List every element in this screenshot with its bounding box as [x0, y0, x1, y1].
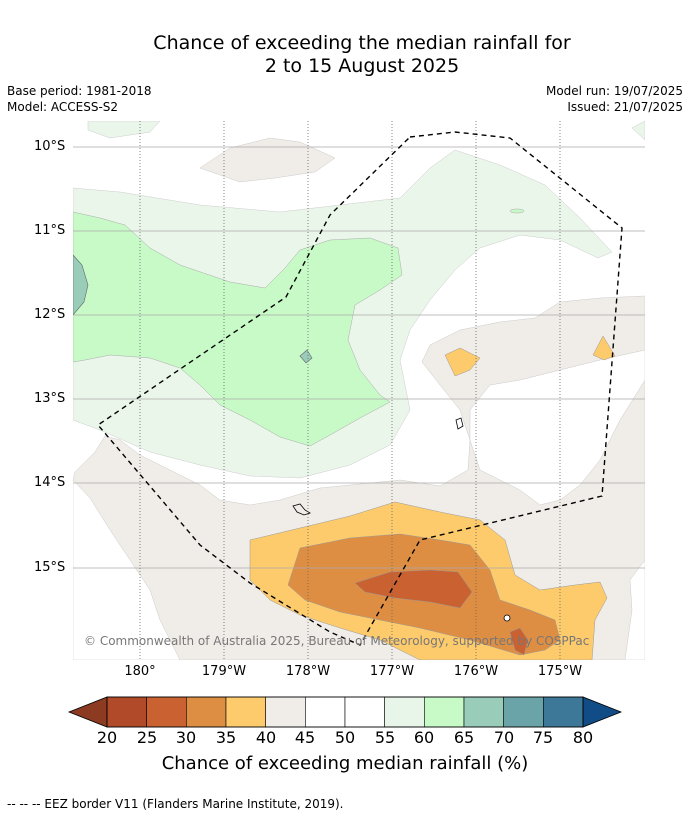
lon-tick-176w: 176°W — [453, 664, 499, 679]
colorbar-label-70: 70 — [493, 728, 515, 747]
lon-tick-177w: 177°W — [369, 664, 415, 679]
lon-tick-175w: 175°W — [537, 664, 583, 679]
map-plot-area — [73, 121, 645, 660]
lon-tick-179w: 179°W — [201, 664, 247, 679]
colorbar-label-50: 50 — [334, 728, 356, 747]
colorbar — [67, 696, 623, 728]
map-title-line-2: 2 to 15 August 2025 — [264, 55, 460, 77]
colorbar-cell — [463, 696, 504, 728]
island-south — [503, 614, 511, 622]
colorbar-label-45: 45 — [294, 728, 316, 747]
colorbar-cell — [146, 696, 187, 728]
lat-tick-15s: 15°S — [34, 560, 66, 575]
lat-tick-10s: 10°S — [34, 139, 66, 154]
region-25-30 — [354, 569, 473, 609]
colorbar-cell — [543, 696, 584, 728]
colorbar-label-75: 75 — [532, 728, 554, 747]
region-35-40-spot-b — [592, 335, 616, 361]
colorbar-label-25: 25 — [136, 728, 158, 747]
copyright-text: © Commonwealth of Australia 2025, Bureau… — [84, 634, 590, 648]
issued-text: Issued: 21/07/2025 — [567, 100, 683, 114]
region-40-45-north — [199, 137, 336, 183]
colorbar-cell — [344, 696, 385, 728]
colorbar-label-60: 60 — [413, 728, 435, 747]
lat-tick-11s: 11°S — [34, 223, 66, 238]
lat-tick-13s: 13°S — [34, 391, 66, 406]
region-25-30-spot — [509, 627, 529, 656]
lat-tick-12s: 12°S — [34, 307, 66, 322]
eez-border — [96, 131, 623, 646]
model-run-text: Model run: 19/07/2025 — [545, 84, 683, 98]
island-east — [455, 417, 464, 430]
colorbar-low-arrow — [67, 696, 108, 728]
colorbar-cell — [424, 696, 465, 728]
region-60-65 — [73, 211, 403, 447]
colorbar-label-55: 55 — [374, 728, 396, 747]
region-45-55-south — [73, 479, 181, 660]
region-55-60-corner — [631, 121, 645, 141]
colorbar-cell — [186, 696, 227, 728]
region-55-60-topleft — [87, 121, 161, 139]
island-south-west — [292, 503, 311, 516]
colorbar-cell — [384, 696, 425, 728]
region-65-70-west — [73, 254, 89, 316]
lat-gridlines — [73, 146, 645, 569]
colorbar-label-30: 30 — [175, 728, 197, 747]
region-45-55-far-south-east — [624, 559, 645, 660]
colorbar-high-arrow — [582, 696, 623, 728]
region-55-60-spot — [509, 208, 525, 214]
colorbar-title: Chance of exceeding median rainfall (%) — [161, 753, 529, 774]
lon-tick-180: 180° — [124, 664, 156, 679]
colorbar-cell — [106, 696, 147, 728]
colorbar-label-35: 35 — [215, 728, 237, 747]
colorbar-label-65: 65 — [453, 728, 475, 747]
eez-footnote: -- -- -- EEZ border V11 (Flanders Marine… — [7, 797, 344, 811]
colorbar-label-20: 20 — [96, 728, 118, 747]
colorbar-cell — [503, 696, 544, 728]
colorbar-label-40: 40 — [255, 728, 277, 747]
model-text: Model: ACCESS-S2 — [7, 100, 119, 114]
region-35-40-spot-a — [444, 347, 481, 377]
region-65-70-spot — [299, 349, 313, 364]
base-period-text: Base period: 1981-2018 — [7, 84, 152, 98]
lat-tick-14s: 14°S — [34, 475, 66, 490]
colorbar-cell — [305, 696, 346, 728]
region-45-55-east-gap — [469, 349, 645, 506]
map-title-line-1: Chance of exceeding the median rainfall … — [153, 32, 571, 54]
colorbar-cell — [265, 696, 306, 728]
colorbar-label-80: 80 — [572, 728, 594, 747]
lon-tick-178w: 178°W — [285, 664, 331, 679]
colorbar-cell — [225, 696, 266, 728]
